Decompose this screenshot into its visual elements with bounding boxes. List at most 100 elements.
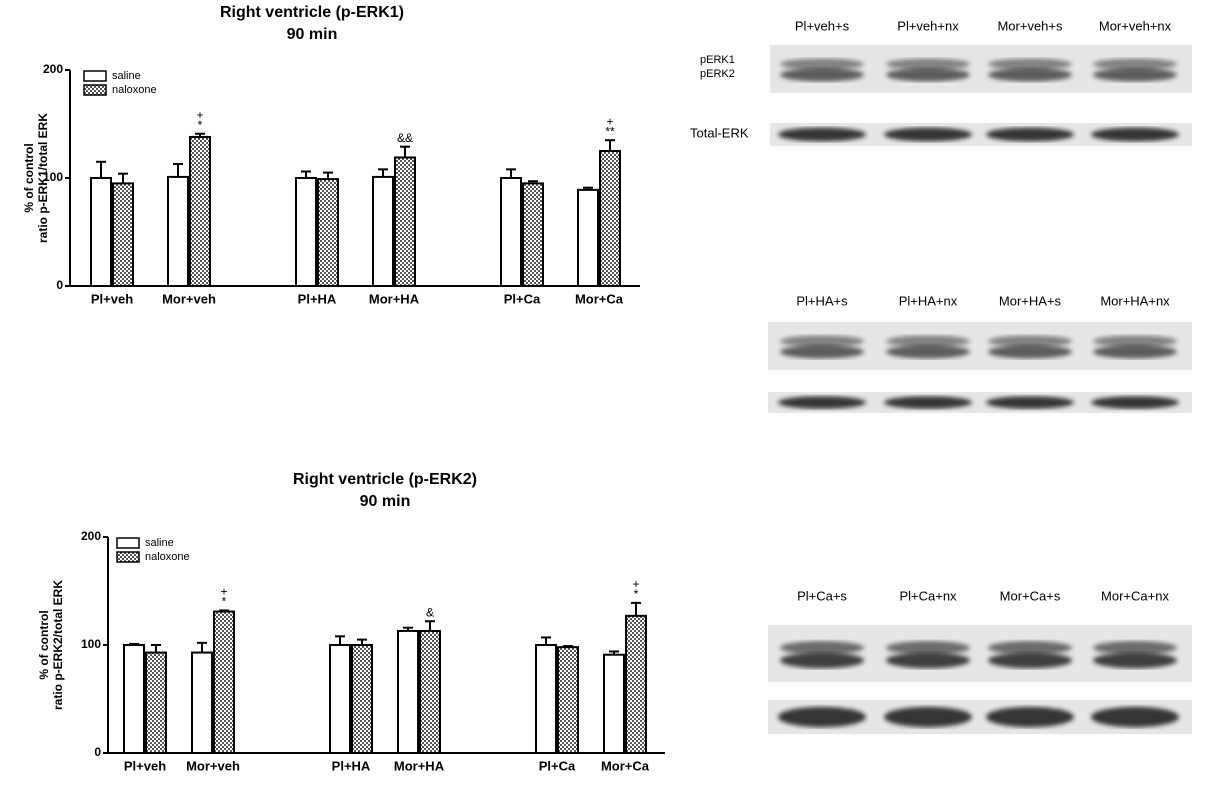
x-tick-label: Pl+HA xyxy=(332,758,371,773)
blot-band xyxy=(886,58,970,70)
legend-swatch xyxy=(116,537,140,549)
bar xyxy=(295,177,317,287)
y-axis-label: ratio p-ERK1/total ERK xyxy=(36,113,50,243)
y-tick-label: 0 xyxy=(56,278,63,292)
bar xyxy=(167,175,189,287)
blot-band xyxy=(886,335,970,347)
bar xyxy=(317,178,339,287)
significance-mark: + xyxy=(606,114,613,128)
legend-swatch xyxy=(116,551,140,563)
blot-band xyxy=(780,640,864,655)
legend-label: naloxone xyxy=(112,84,157,96)
blot-band xyxy=(1091,706,1179,728)
bar xyxy=(394,156,416,287)
lane-label: Mor+HA+s xyxy=(999,293,1062,308)
bar xyxy=(500,177,522,287)
blot-band xyxy=(886,68,970,82)
blot-band xyxy=(780,68,864,82)
blot-band xyxy=(778,706,866,728)
blot-band xyxy=(988,68,1072,82)
chart-subtitle: 90 min xyxy=(360,493,411,510)
lane-label: Pl+Ca+s xyxy=(797,588,847,603)
x-tick-label: Mor+veh xyxy=(186,758,240,773)
x-tick-label: Mor+HA xyxy=(369,291,420,306)
bar xyxy=(419,629,441,755)
significance-mark: * xyxy=(634,587,639,601)
blot-band xyxy=(1093,345,1177,359)
bar xyxy=(213,610,235,755)
blot-band xyxy=(986,706,1074,728)
bar xyxy=(189,135,211,287)
significance-mark: + xyxy=(220,585,227,599)
blot-band xyxy=(884,127,972,142)
x-tick-label: Pl+Ca xyxy=(504,291,541,306)
bar xyxy=(90,177,112,287)
legend-label: naloxone xyxy=(145,551,190,563)
blot-band xyxy=(986,127,1074,142)
bar xyxy=(535,644,557,754)
blot-band xyxy=(778,127,866,142)
bar xyxy=(112,182,134,287)
x-tick-label: Mor+HA xyxy=(394,758,445,773)
y-tick-label: 0 xyxy=(94,745,101,759)
bar xyxy=(625,614,647,755)
bar xyxy=(577,188,599,288)
blot-band xyxy=(1093,640,1177,655)
chart-subtitle: 90 min xyxy=(287,26,338,43)
blot-band xyxy=(988,335,1072,347)
lane-label: Pl+HA+s xyxy=(796,293,848,308)
bar xyxy=(329,644,351,754)
y-tick-label: 200 xyxy=(43,62,63,76)
lane-label: Pl+veh+s xyxy=(795,18,850,33)
blot-band xyxy=(884,396,972,409)
bar xyxy=(603,653,625,754)
band-label: pERK2 xyxy=(700,68,735,80)
bar xyxy=(191,651,213,754)
blot-band xyxy=(886,345,970,359)
lane-label: Pl+veh+nx xyxy=(897,18,959,33)
bar xyxy=(522,182,544,287)
blot-band xyxy=(884,706,972,728)
blot-band xyxy=(988,652,1072,669)
x-tick-label: Pl+veh xyxy=(91,291,133,306)
blot-band xyxy=(1093,68,1177,82)
blot-band xyxy=(1091,127,1179,142)
blot-band xyxy=(778,396,866,409)
lane-label: Mor+veh+nx xyxy=(1099,18,1172,33)
bar xyxy=(397,629,419,755)
significance-mark: ** xyxy=(605,124,615,138)
lane-label: Pl+Ca+nx xyxy=(899,588,957,603)
blot-band xyxy=(988,345,1072,359)
blot-band xyxy=(780,58,864,70)
significance-mark: + xyxy=(196,108,203,122)
blot-band xyxy=(988,640,1072,655)
chart-title: Right ventricle (p-ERK2) xyxy=(293,471,477,488)
significance-mark: && xyxy=(397,131,413,145)
legend-swatch xyxy=(83,70,107,82)
y-axis-label: % of control xyxy=(22,143,36,212)
legend-label: saline xyxy=(145,537,174,549)
bar xyxy=(557,646,579,754)
y-axis-label: % of control xyxy=(37,610,51,679)
significance-mark: & xyxy=(426,605,434,619)
blot-band xyxy=(780,652,864,669)
blot-band xyxy=(886,640,970,655)
blot-strip xyxy=(770,123,1192,146)
significance-mark: * xyxy=(222,595,227,609)
x-tick-label: Mor+Ca xyxy=(575,291,624,306)
bar xyxy=(123,644,145,754)
chart-title: Right ventricle (p-ERK1) xyxy=(220,4,404,21)
lane-label: Mor+HA+nx xyxy=(1100,293,1170,308)
lane-label: Mor+Ca+s xyxy=(1000,588,1061,603)
blot-band xyxy=(1093,58,1177,70)
x-tick-label: Pl+HA xyxy=(298,291,337,306)
band-label: pERK1 xyxy=(700,54,735,66)
y-tick-label: 100 xyxy=(81,637,101,651)
bar xyxy=(372,175,394,287)
lane-label: Pl+HA+nx xyxy=(899,293,958,308)
bar xyxy=(145,651,167,754)
legend-label: saline xyxy=(112,70,141,82)
y-tick-label: 200 xyxy=(81,529,101,543)
blot-band xyxy=(780,335,864,347)
